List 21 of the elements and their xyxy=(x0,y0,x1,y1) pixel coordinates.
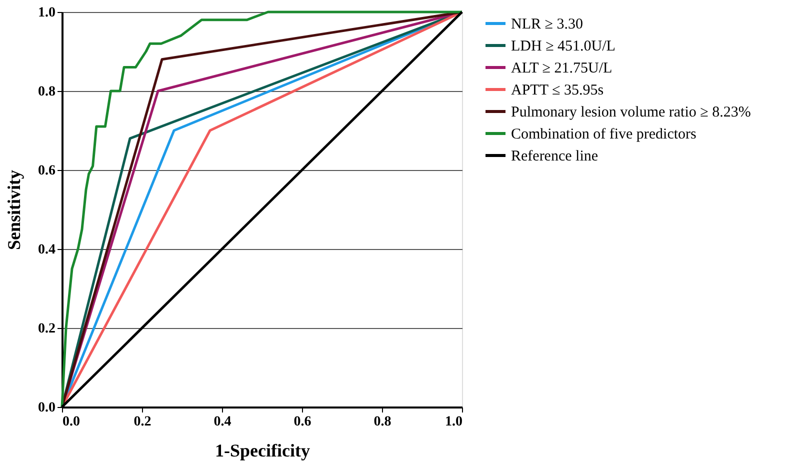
x-tick-label: 0.4 xyxy=(214,414,232,430)
y-tick-label: 0.2 xyxy=(38,322,56,336)
x-axis-title: 1-Specificity xyxy=(215,440,310,460)
x-tick-label: 1.0 xyxy=(445,414,462,430)
legend-label: Pulmonary lesion volume ratio ≥ 8.23% xyxy=(511,104,751,120)
y-tick-label: 0.4 xyxy=(38,242,56,258)
legend-label: Reference line xyxy=(511,148,598,164)
legend-label: ALT ≥ 21.75U/L xyxy=(511,60,612,76)
x-tick-label: 0.2 xyxy=(134,414,152,430)
legend-label: Combination of five predictors xyxy=(511,126,697,142)
x-tick-label: 0.0 xyxy=(62,414,80,430)
y-tick-label: 1.0 xyxy=(38,6,56,20)
y-tick-label: 0.6 xyxy=(38,164,56,178)
y-tick-label: 0.0 xyxy=(38,400,56,416)
y-tick-label: 0.8 xyxy=(38,84,56,100)
x-tick-label: 0.6 xyxy=(294,414,312,430)
legend-label: APTT ≤ 35.95s xyxy=(511,82,604,98)
legend-label: LDH ≥ 451.0U/L xyxy=(511,38,616,54)
legend-label: NLR ≥ 3.30 xyxy=(511,16,583,32)
x-tick-label: 0.8 xyxy=(374,414,392,430)
y-axis-title: Sensitivity xyxy=(4,170,24,250)
